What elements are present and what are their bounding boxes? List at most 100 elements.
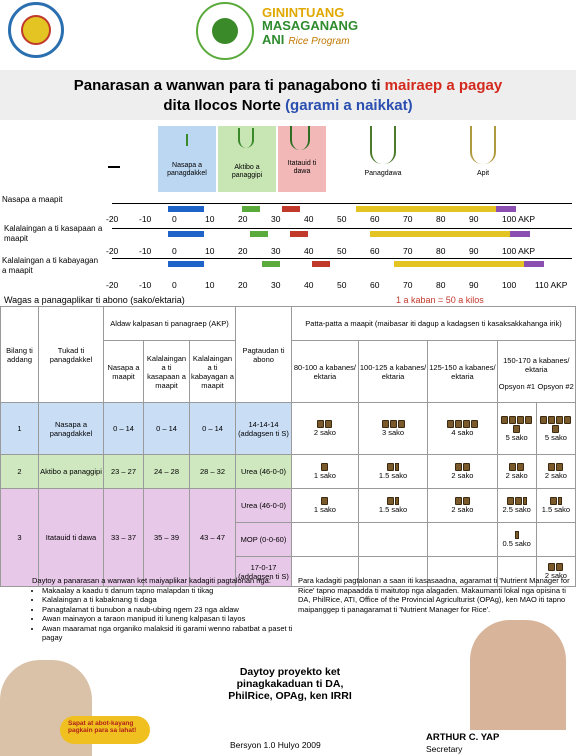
stage-label-3: Itatauid ti dawa	[287, 160, 317, 175]
header-patta: Patta-patta a maapit (maibasar iti dagup…	[291, 306, 576, 341]
province-seal-logo	[8, 2, 64, 58]
tick-label: 100 AKP	[502, 214, 536, 224]
timeline-bar-yellow	[370, 231, 510, 237]
tick-label: 60	[370, 214, 380, 224]
wagas-label: Wagas a panagaplikar ti abono (sako/ekta…	[4, 295, 185, 305]
timeline-bar-purple	[510, 231, 530, 237]
tick-label: 80	[436, 280, 446, 290]
tick-label: 20	[238, 280, 248, 290]
rice-plant-icon	[470, 126, 496, 164]
tick-label: 100	[502, 280, 517, 290]
timeline-bar-blue	[168, 231, 204, 237]
fertilizer-table: Bilang ti addang Tukad ti panagdakkel Al…	[0, 306, 576, 587]
timeline-bar-blue	[168, 206, 204, 212]
tick-label: 10	[205, 214, 215, 224]
bag-icons	[429, 420, 495, 428]
tick-label: 90	[469, 214, 479, 224]
stage-label-5: Apit	[476, 170, 490, 177]
header-nasapa: Nasapa a maapit	[103, 340, 144, 403]
conditions-list: Makaalay a kaadu ti danum tapno malapdan…	[32, 586, 302, 643]
tick-label: 100 AKP	[502, 246, 536, 256]
tick-label: 70	[403, 214, 413, 224]
tick-label: 0	[172, 214, 177, 224]
tick-label: 30	[271, 246, 281, 256]
header-aldaw: Aldaw kalpasan ti panagraep (AKP)	[103, 306, 236, 341]
timeline-bar-purple	[524, 261, 544, 267]
header-bilang: Bilang ti addang	[0, 306, 39, 403]
notes-right: Para kadagiti pagtalonan a saan iti kasa…	[298, 576, 570, 614]
timeline-axis-1	[112, 203, 572, 204]
speech-banner: Sapat at abot-kayang pagkain para sa lah…	[60, 716, 150, 744]
tick-label: 80	[436, 214, 446, 224]
timeline-bar-red	[290, 231, 308, 237]
rice-plant-icon	[186, 134, 188, 146]
rice-plant-icon	[370, 126, 396, 164]
stage-label-1: Nasapa a panagdakkel	[167, 162, 207, 177]
tick-label: 50	[337, 214, 347, 224]
seedling-marker-icon	[108, 162, 120, 168]
rice-plant-icon	[238, 128, 254, 148]
brand-program: Rice Program	[288, 36, 350, 47]
timeline-axis-2	[112, 228, 572, 229]
department-agriculture-logo	[196, 2, 254, 60]
tick-label: 40	[304, 280, 314, 290]
option-1-label: Opsyon #1	[498, 382, 536, 391]
tick-label: 0	[172, 246, 177, 256]
official-name: ARTHUR C. YAP	[426, 732, 500, 743]
timeline-bar-purple	[496, 206, 516, 212]
timeline-bar-red	[282, 206, 300, 212]
tick-label: 30	[271, 214, 281, 224]
tick-label: -20	[106, 214, 119, 224]
tick-label: 70	[403, 280, 413, 290]
stage-box-panicle	[278, 126, 326, 192]
table-row: 3 Itatauid ti dawa 33 – 37 35 – 39 43 – 47 …	[0, 488, 576, 587]
list-item: Panagtalamat ti bunubon a naub-ubing nge…	[42, 605, 302, 615]
timeline-row3-label: Kalalaingan a ti kabayagan a maapit	[2, 256, 99, 275]
list-item: Awan mainayon a taraon manipud iti lunen…	[42, 614, 302, 624]
timeline-row1-label: Nasapa a maapit	[2, 195, 63, 204]
stage-label-2: Aktibo a panaggipi	[231, 164, 263, 179]
list-item: Kalalaingan a ti kabaknang ti daga	[42, 595, 302, 605]
official-photo-right	[470, 620, 566, 730]
timeline-bar-green	[262, 261, 280, 267]
tick-label: 20	[238, 214, 248, 224]
rice-plant-icon	[290, 126, 310, 150]
kaban-note: 1 a kaban = 50 a kilos	[396, 295, 484, 305]
header-tukad: Tukad ti panagdakkel	[38, 306, 104, 403]
table-row: 2 Aktibo a panaggipi 23 – 27 24 – 28 28 – 3…	[0, 454, 576, 489]
header-pagtaudan: Pagtaudan ti abono	[235, 306, 292, 403]
header-yield-2: 100-125 a kabanes/ ektaria	[357, 340, 429, 403]
timeline-bar-yellow	[356, 206, 496, 212]
project-credit: Daytoy proyekto ket pinagkakaduan ti DA, P…	[228, 666, 352, 702]
tick-label: 90	[469, 280, 479, 290]
bag-icons	[293, 420, 357, 428]
tick-label: 10	[205, 280, 215, 290]
timeline-row2-label: Kalalaingan a ti kasapaan a maapit	[4, 224, 103, 243]
header-yield-3: 125-150 a kabanes/ ektaria	[427, 340, 498, 403]
tick-label: 20	[238, 246, 248, 256]
timeline-axis-3	[112, 258, 572, 259]
list-item: Makaalay a kaadu ti danum tapno malapdan…	[42, 586, 302, 596]
brand-line2: MASAGANANG	[262, 18, 359, 33]
timeline-bar-yellow	[394, 261, 524, 267]
tick-label: 90	[469, 246, 479, 256]
tick-label: -10	[139, 246, 152, 256]
timeline-bar-blue	[168, 261, 204, 267]
brand-line1: GININTUANG	[262, 5, 345, 20]
official-title: Secretary	[426, 744, 463, 754]
table-row: 1 Nasapa a panagdakkel 0 – 14 0 – 14 0 – 14…	[0, 402, 576, 455]
tick-label: -20	[106, 246, 119, 256]
tick-label: 110 AKP	[535, 280, 568, 290]
header-kasapaan: Kalalaingan a ti kasapaan a maapit	[143, 340, 190, 403]
tick-label: -10	[139, 214, 152, 224]
notes-left: Daytoy a panarasan a wanwan ket maiyapli…	[32, 576, 302, 643]
brand-line3: ANI	[262, 32, 285, 47]
tick-label: 60	[370, 246, 380, 256]
stage-box-tillering	[218, 126, 276, 192]
tick-label: 70	[403, 246, 413, 256]
bag-icons	[538, 415, 574, 433]
rice-program-logo: GININTUANG MASAGANANG ANI Rice Program	[262, 6, 392, 62]
tick-label: 50	[337, 246, 347, 256]
page-title: Panarasan a wanwan para ti panagabono ti…	[0, 70, 576, 120]
bag-icons	[499, 415, 535, 433]
